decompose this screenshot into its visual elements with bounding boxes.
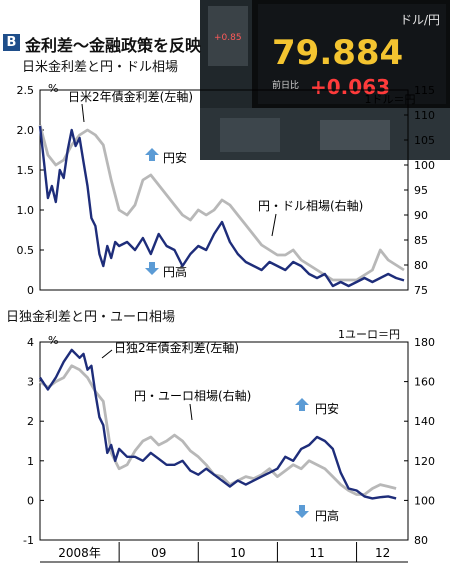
chart1-left-tick-label: 1.0 (17, 204, 35, 217)
chart2-left-tick-label: 1 (27, 455, 34, 468)
chart2-left-tick-label: 2 (27, 415, 34, 428)
chart1-left-tick-label: 2.5 (17, 84, 35, 97)
chart2-subtitle: 日独金利差と円・ユーロ相場 (6, 310, 176, 325)
figure-title: 金利差～金融政策を反映 (25, 36, 202, 55)
chart1-left-tick-label: 2.0 (17, 124, 35, 137)
chart2-right-unit: 1ユーロ＝円 (338, 328, 400, 341)
x-axis-tick-label: 12 (375, 546, 390, 560)
chart2-left-tick-label: 0 (27, 494, 34, 507)
chart1-spread-line (38, 125, 405, 288)
chart1-left-unit: % (48, 82, 58, 95)
chart1-left-tick-label: 0.5 (17, 244, 35, 257)
photo-rate: 79.884 (272, 33, 403, 73)
photo-sign: ドル/円 (400, 13, 440, 27)
chart2-right-tick-label: 100 (414, 494, 435, 507)
chart1-right-tick-label: 95 (414, 184, 428, 197)
chart2-down-label: 円高 (315, 508, 339, 523)
chart2-down-arrow-icon (295, 505, 309, 518)
chart2-right-tick-label: 140 (414, 415, 435, 428)
chart1-left-tick-label: 0 (27, 284, 34, 297)
photo-small-value: +0.85 (214, 33, 242, 43)
chart2-frame (39, 341, 409, 541)
chart1-fx-leader (271, 213, 277, 237)
chart2-spread-leader (101, 349, 113, 359)
section-badge: B (3, 34, 20, 51)
chart1-right-tick-label: 75 (414, 284, 428, 297)
chart1-right-tick-label: 105 (414, 134, 435, 147)
chart1-fx-annotation: 円・ドル相場(右軸) (258, 198, 363, 213)
chart1-spread-leader (81, 103, 85, 123)
x-axis-tick-label: 10 (230, 546, 245, 560)
chart1-down-arrow-icon (145, 262, 159, 275)
chart1-up-arrow-icon (145, 148, 159, 161)
chart2-left-tick-label: 3 (27, 376, 34, 389)
x-axis-tick-label: 09 (151, 546, 166, 560)
chart1-subtitle: 日米金利差と円・ドル相場 (22, 60, 179, 75)
chart1-right-tick-label: 85 (414, 234, 428, 247)
chart2-right-tick-label: 80 (414, 534, 428, 547)
chart1-right-tick-label: 80 (414, 259, 428, 272)
chart1-right-tick-label: 100 (414, 159, 435, 172)
chart2-right-tick-label: 180 (414, 336, 435, 349)
chart2-right-tick-label: 120 (414, 455, 435, 468)
chart2-left-tick-label: -1 (23, 534, 34, 547)
chart1-right-tick-label: 110 (414, 109, 435, 122)
chart1-right-tick-label: 90 (414, 209, 428, 222)
photo-sub-label: 前日比 (272, 79, 299, 91)
currency-board-photo: ドル/円 79.884 前日比 +0.063 +0.85 (200, 0, 450, 160)
chart1-up-label: 円安 (163, 150, 187, 165)
chart2-spread-annotation: 日独2年債金利差(左軸) (114, 340, 239, 355)
chart2-spread-line (39, 348, 397, 500)
chart2-fx-line (39, 364, 397, 496)
photo-illustration: ドル/円 79.884 前日比 +0.063 +0.85 (200, 0, 450, 160)
chart1-right-tick-label: 115 (414, 84, 435, 97)
chart1-down-label: 円高 (163, 264, 187, 279)
chart1-frame (39, 89, 409, 291)
x-axis-tick-label: 11 (309, 546, 324, 560)
chart2-fx-leader (189, 403, 193, 421)
chart2-right-tick-label: 160 (414, 376, 435, 389)
chart2-fx-annotation: 円・ユーロ相場(右軸) (134, 388, 251, 403)
chart1-right-unit: 1ドル＝円 (365, 93, 416, 106)
photo-change: +0.063 (310, 75, 390, 99)
chart1-fx-line (38, 124, 405, 282)
chart2-left-tick-label: 4 (27, 336, 34, 349)
chart2-left-unit: % (48, 334, 58, 347)
chart1-left-tick-label: 1.5 (17, 164, 35, 177)
chart2-up-arrow-icon (295, 398, 309, 411)
chart1-spread-annotation: 日米2年債金利差(左軸) (68, 89, 193, 104)
chart2-up-label: 円安 (315, 401, 339, 416)
x-axis-tick-label: 2008年 (58, 546, 101, 560)
